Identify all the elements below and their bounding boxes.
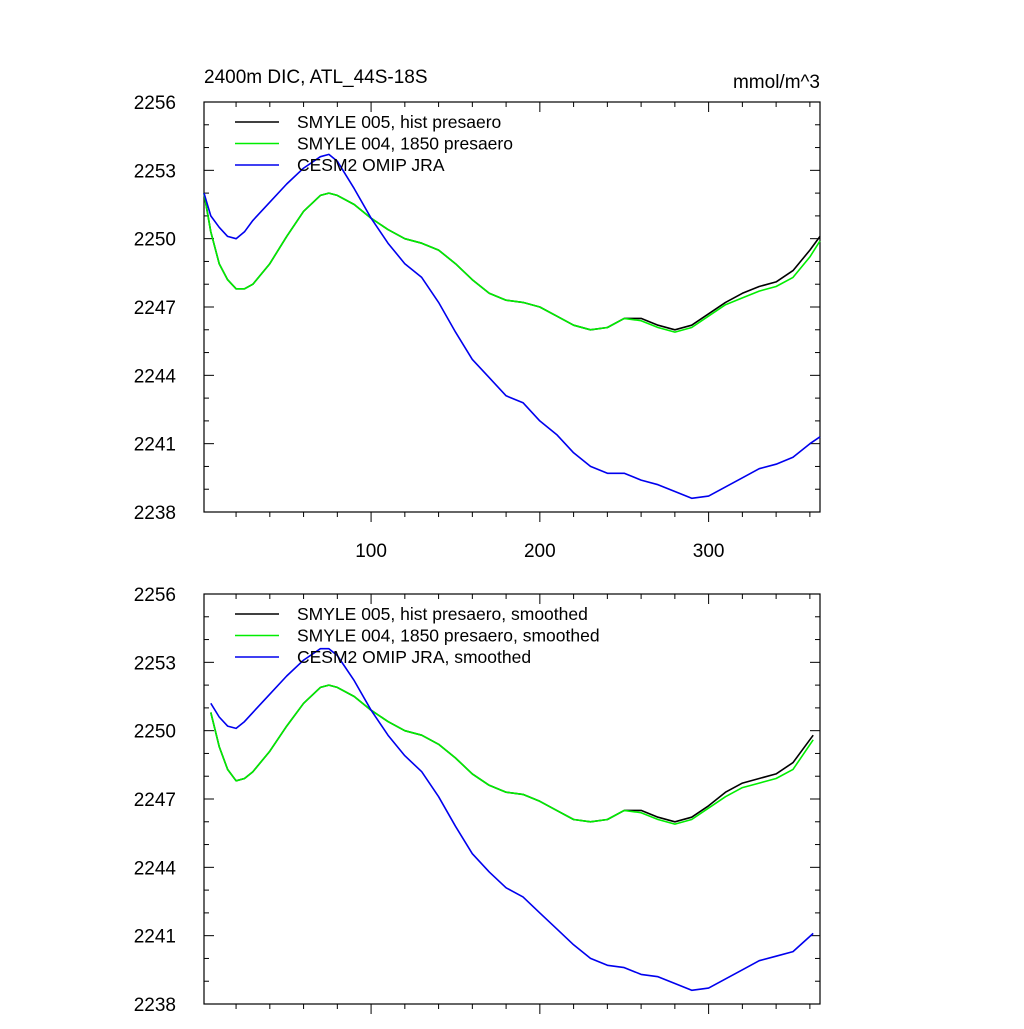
legend-label-3: CESM2 OMIP JRA [297,155,445,175]
chart-title: 2400m DIC, ATL_44S-18S [204,67,428,88]
legend-label-1: SMYLE 005, hist presaero [297,112,501,132]
chart-panel-1: 2256 2253 2250 2247 2244 2241 2238 100 200 300 240… [134,67,821,562]
y-tick-label: 2238 [134,995,176,1016]
y-tick-label: 2244 [134,858,177,879]
legend-label-2: SMYLE 004, 1850 presaero, smoothed [297,626,600,646]
series-line-2 [210,684,814,825]
legend-label-2: SMYLE 004, 1850 presaero [297,134,513,154]
y-tick-label: 2238 [134,503,176,524]
y-tick-label: 2256 [134,93,176,114]
y-tick-label: 2253 [134,653,176,674]
y-tick-label: 2253 [134,161,176,182]
series-line-3 [203,153,821,500]
x-tick-label: 200 [524,541,556,562]
series-line-3 [210,647,814,992]
y-tick-label: 2247 [134,790,176,811]
y-tick-label: 2241 [134,927,176,948]
series-line-2 [203,192,821,333]
x-tick-label: 300 [693,541,725,562]
y-tick-label: 2250 [134,722,176,743]
y-tick-label: 2244 [134,366,177,387]
chart-panel-2: 2256 2253 2250 2247 2244 2241 2238 SMYLE 005, h… [134,585,821,1016]
y-tick-label: 2241 [134,435,176,456]
y-tick-label: 2247 [134,298,176,319]
units-label: mmol/m^3 [733,72,820,93]
series-line-1 [203,192,821,331]
legend-label-1: SMYLE 005, hist presaero, smoothed [297,604,588,624]
y-tick-label: 2250 [134,230,176,251]
y-tick-label: 2256 [134,585,176,606]
x-tick-label: 100 [355,541,387,562]
legend-label-3: CESM2 OMIP JRA, smoothed [297,647,531,667]
